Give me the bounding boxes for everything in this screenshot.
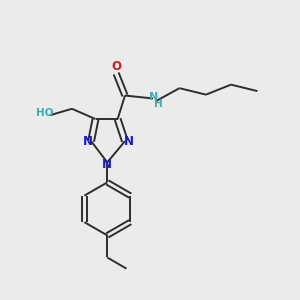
Text: N: N: [124, 135, 134, 148]
Text: N: N: [102, 158, 112, 171]
Text: N: N: [82, 135, 93, 148]
Text: H: H: [154, 99, 163, 110]
Text: O: O: [111, 61, 121, 74]
Text: N: N: [149, 92, 158, 102]
Text: HO: HO: [36, 108, 53, 118]
